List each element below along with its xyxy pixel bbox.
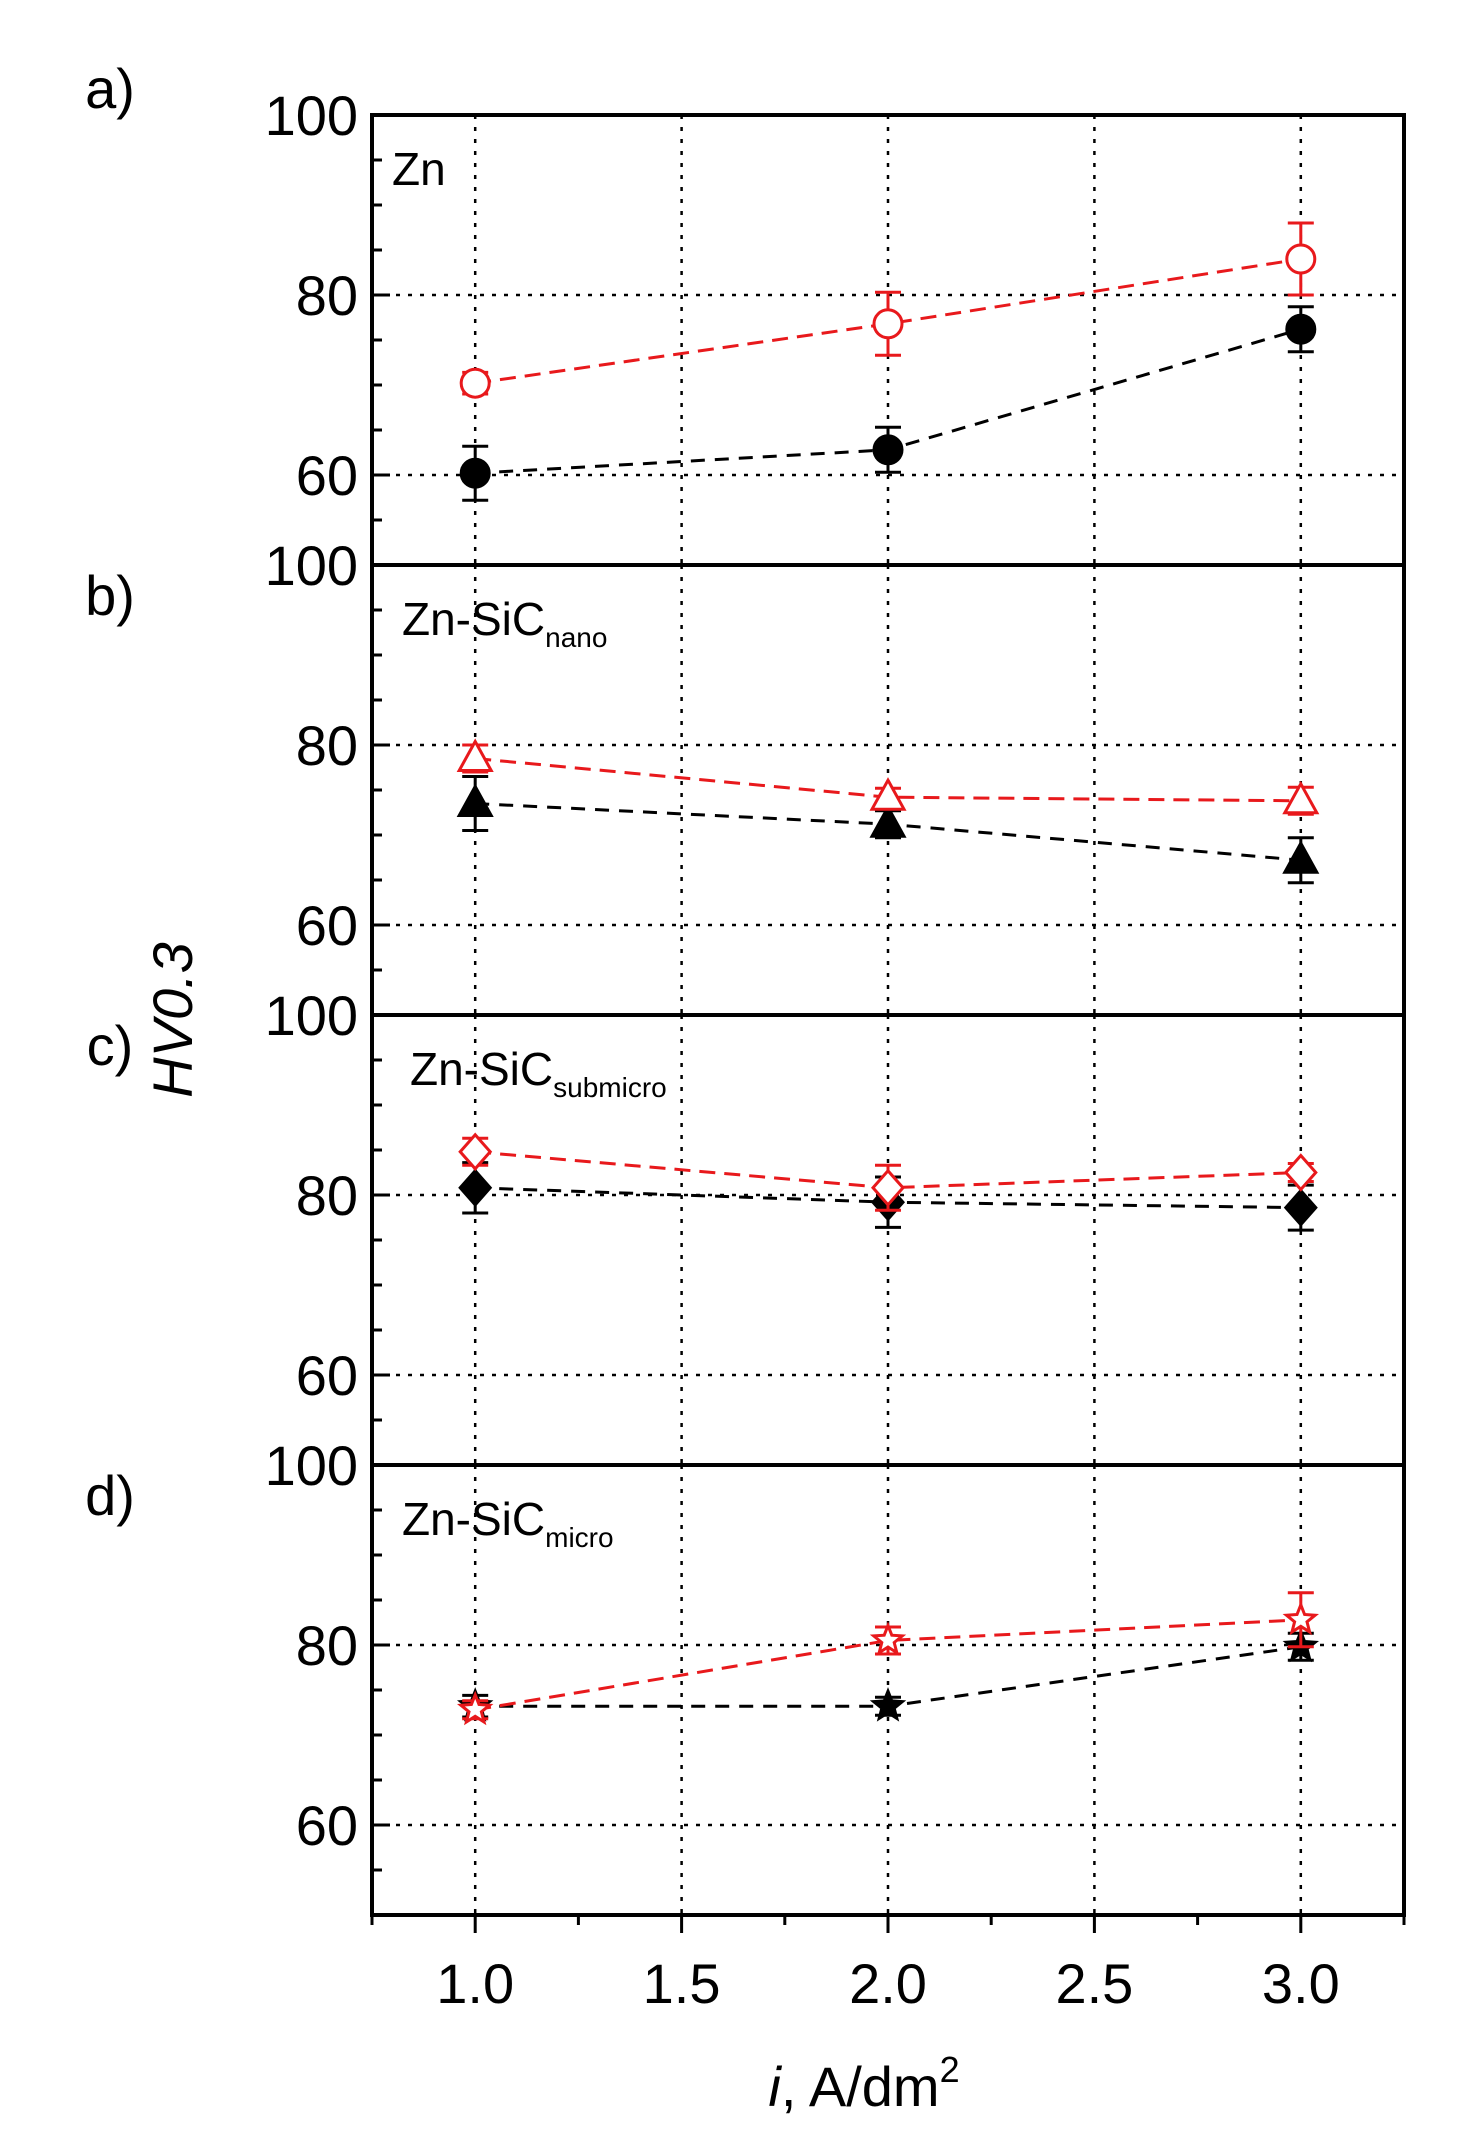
data-point: [869, 777, 907, 811]
series-black: [456, 775, 1320, 885]
panel-material-label: Zn-SiCmicro: [402, 1493, 614, 1553]
data-point: [872, 308, 904, 340]
panel-material-subscript: submicro: [553, 1072, 667, 1103]
x-axis-title-unit: , A/dm: [781, 2055, 940, 2118]
data-point: [872, 434, 904, 466]
series-line: [474, 257, 1302, 385]
data-point: [869, 1621, 907, 1656]
x-axis-title-variable: i: [768, 2055, 782, 2118]
x-axis-title: i, A/dm2: [768, 2049, 959, 2118]
x-tick-label: 1.5: [643, 1952, 721, 2015]
x-tick-label: 2.0: [849, 1952, 927, 2015]
x-axis: 1.0 1.5 2.0 2.5 3.0: [370, 1915, 1406, 2015]
data-point: [1285, 313, 1317, 345]
y-tick-label: 100: [265, 534, 358, 597]
x-tick-label: 1.0: [436, 1952, 514, 2015]
series-black: [459, 305, 1317, 502]
y-tick-label: 60: [296, 444, 358, 507]
y-tick-label: 100: [265, 84, 358, 147]
series-line: [474, 1618, 1301, 1712]
series-red: [456, 1591, 1320, 1726]
panel-letter: c): [87, 1014, 134, 1077]
y-tick-label: 80: [296, 264, 358, 327]
y-tick-label: 100: [265, 1434, 358, 1497]
data-point: [459, 457, 491, 489]
panel-material-label: Zn-SiCnano: [402, 593, 607, 653]
y-tick-label: 60: [296, 1794, 358, 1857]
x-tick-label: 3.0: [1262, 1952, 1340, 2015]
y-tick-label: 80: [296, 1164, 358, 1227]
panel-material-name: Zn-SiC: [410, 1043, 553, 1095]
panel-c: 60 80 100 c) Zn-SiCsubmicro: [87, 984, 1406, 1467]
data-point: [458, 1132, 493, 1172]
data-point: [459, 367, 491, 399]
panel-a: 60 80 100 a) Zn: [85, 57, 1406, 567]
data-point: [456, 1690, 494, 1726]
panel-material-name: Zn: [392, 143, 446, 195]
panel-b: 60 80 100 b) Zn-SiCnano: [85, 534, 1406, 1017]
data-point: [458, 1168, 493, 1208]
y-tick-label: 80: [296, 1614, 358, 1677]
series-red: [458, 1132, 1318, 1212]
panel-material-label: Zn-SiCsubmicro: [410, 1043, 667, 1103]
data-point: [1283, 1153, 1318, 1192]
data-point: [456, 738, 494, 772]
y-tick-label: 80: [296, 714, 358, 777]
panel-material-name: Zn-SiC: [402, 593, 545, 645]
y-axis-title: HV0.3: [141, 942, 204, 1098]
x-tick-label: 2.5: [1055, 1952, 1133, 2015]
data-point: [1283, 1188, 1318, 1227]
panel-material-subscript: nano: [545, 622, 607, 653]
y-tick-label: 60: [296, 1344, 358, 1407]
data-point: [456, 783, 494, 817]
panel-letter: a): [85, 57, 135, 120]
series-red: [456, 738, 1320, 816]
data-point: [1282, 840, 1320, 874]
panel-material-name: Zn-SiC: [402, 1493, 545, 1545]
panel-d: 60 80 100 d) Zn-SiCmicro: [85, 1434, 1406, 1917]
panel-letter: b): [85, 564, 135, 627]
panel-letter: d): [85, 1464, 135, 1527]
data-point: [869, 1687, 907, 1722]
data-point: [869, 804, 907, 838]
data-point: [870, 1168, 906, 1208]
y-tick-label: 60: [296, 894, 358, 957]
x-axis-title-superscript: 2: [940, 2049, 960, 2090]
panel-material-label: Zn: [392, 143, 446, 195]
panel-material-subscript: micro: [545, 1522, 613, 1553]
y-tick-label: 100: [265, 984, 358, 1047]
data-point: [1285, 243, 1317, 275]
series-red: [459, 221, 1317, 399]
data-point: [1282, 780, 1320, 815]
data-point: [1282, 1600, 1320, 1636]
